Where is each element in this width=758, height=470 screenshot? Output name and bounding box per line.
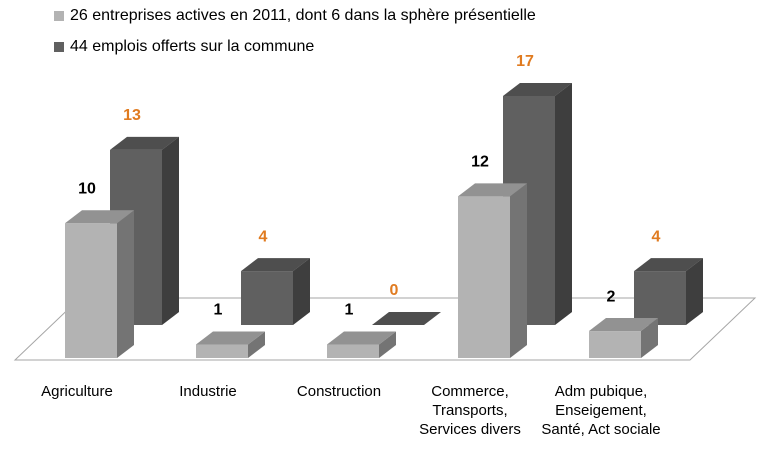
bar-side-shade [162, 136, 179, 325]
bar-top-shade [241, 258, 310, 272]
bar-top-shade [458, 183, 527, 197]
bar-front [458, 196, 510, 358]
bar-side-shade [248, 331, 265, 358]
bar-top-shade [327, 331, 396, 345]
bar-side [162, 136, 179, 325]
bar-side [641, 318, 658, 358]
bar-side-shade [641, 318, 658, 358]
bar-front [327, 344, 379, 358]
bar-top [241, 258, 310, 272]
bar-side-shade [686, 258, 703, 325]
bar-top-shade [589, 318, 658, 332]
bar-front [634, 271, 686, 325]
data-label: 4 [259, 228, 268, 245]
bar-side [117, 210, 134, 358]
legend-swatch [54, 11, 64, 21]
bar-side [248, 331, 265, 358]
bar-front [196, 344, 248, 358]
bar-side [686, 258, 703, 325]
bar-top [65, 210, 134, 224]
bar [372, 312, 441, 325]
x-tick-label: Agriculture [41, 383, 113, 400]
bar [241, 258, 310, 325]
bar-side-shade [510, 183, 527, 358]
bar [65, 210, 134, 358]
bar-top-shade [65, 210, 134, 224]
bar-top [196, 331, 265, 345]
bar [458, 183, 527, 358]
legend-swatch [54, 42, 64, 52]
data-label: 13 [123, 107, 141, 124]
bar-front [65, 223, 117, 358]
bar-top [634, 258, 703, 272]
x-tick-label: Commerce, Transports, Services divers [419, 383, 521, 438]
data-label: 2 [607, 288, 616, 305]
data-label: 12 [471, 154, 489, 171]
data-label: 0 [390, 282, 399, 299]
data-label: 1 [345, 302, 354, 319]
bar-front [241, 271, 293, 325]
bar-top-shade [503, 83, 572, 96]
bar-top [589, 318, 658, 332]
bar-top-shade [196, 331, 265, 345]
bar-top-shade [110, 136, 179, 150]
bar-side-shade [293, 258, 310, 325]
bar-side-shade [379, 331, 396, 358]
bar-side-shade [555, 83, 572, 325]
bar-side [510, 183, 527, 358]
legend-label: 44 emplois offerts sur la commune [70, 38, 314, 55]
bar-side [555, 83, 572, 325]
data-label: 17 [516, 53, 534, 70]
data-label: 10 [78, 181, 96, 198]
bar-top [503, 83, 572, 96]
data-label: 1 [214, 302, 223, 319]
bar-front [589, 331, 641, 358]
bar-side [293, 258, 310, 325]
bar [196, 331, 265, 358]
bar-top [458, 183, 527, 197]
bar [634, 258, 703, 325]
bar-top-shade [634, 258, 703, 272]
bar-top [327, 331, 396, 345]
x-tick-label: Adm pubique, Enseigement, Santé, Act soc… [541, 383, 661, 438]
bar-top [372, 312, 441, 325]
bar-side [379, 331, 396, 358]
x-tick-label: Construction [296, 383, 382, 400]
bar [110, 136, 179, 325]
bar-top-shade [372, 312, 441, 325]
bar-side-shade [117, 210, 134, 358]
legend-label: 26 entreprises actives en 2011, dont 6 d… [70, 7, 536, 24]
bar [327, 331, 396, 358]
bar [589, 318, 658, 358]
data-label: 4 [652, 228, 661, 245]
x-tick-label: Industrie [179, 383, 237, 400]
bar-top [110, 136, 179, 150]
